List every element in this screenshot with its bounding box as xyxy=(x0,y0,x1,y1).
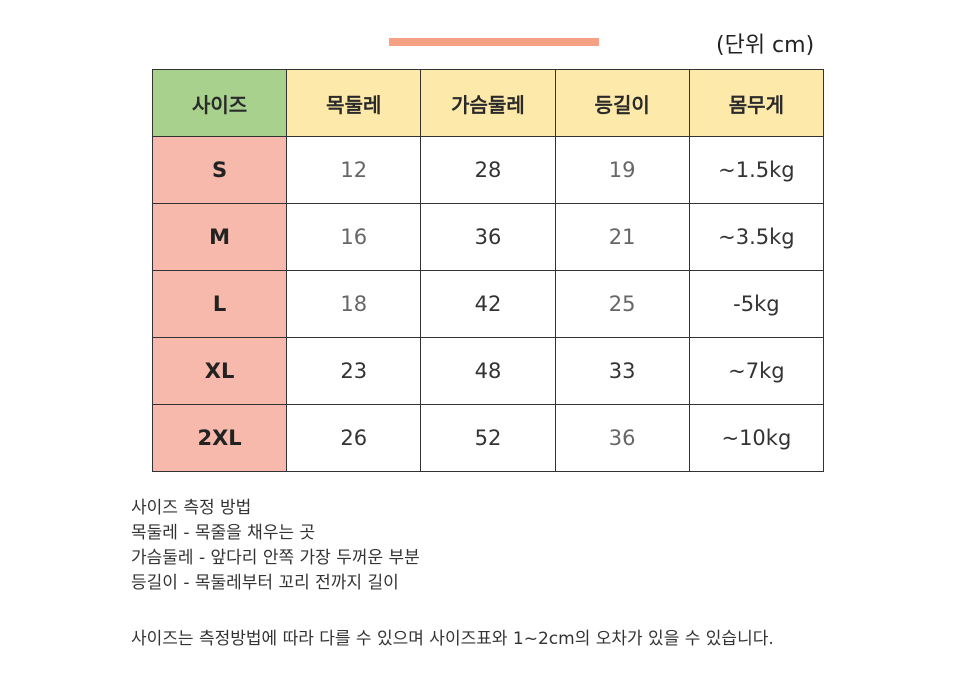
size-cell: M xyxy=(151,203,288,271)
header-chest: 가슴둘레 xyxy=(420,69,556,137)
neck-cell: 26 xyxy=(286,404,422,472)
weight-cell: ~10kg xyxy=(688,404,825,472)
note-back: 등길이 - 목둘레부터 꼬리 전까지 길이 xyxy=(131,573,399,593)
chest-cell: 28 xyxy=(420,136,556,204)
back-cell: 36 xyxy=(554,404,690,472)
note-chest: 가슴둘레 - 앞다리 안쪽 가장 두꺼운 부분 xyxy=(131,548,420,568)
size-cell: S xyxy=(151,136,288,204)
weight-cell: ~7kg xyxy=(688,337,825,405)
notes-title: 사이즈 측정 방법 xyxy=(131,498,252,518)
weight-cell: ~1.5kg xyxy=(688,136,825,204)
neck-cell: 23 xyxy=(286,337,422,405)
header-neck: 목둘레 xyxy=(286,69,422,137)
table-row: 2XL 26 52 36 ~10kg xyxy=(151,404,825,472)
chest-cell: 48 xyxy=(420,337,556,405)
size-cell: XL xyxy=(151,337,288,405)
size-table: 사이즈 목둘레 가슴둘레 등길이 몸무게 S 12 28 19 ~1.5kg M… xyxy=(151,69,825,472)
disclaimer: 사이즈는 측정방법에 따라 다를 수 있으며 사이즈표와 1~2cm의 오차가 … xyxy=(131,629,774,649)
neck-cell: 12 xyxy=(286,136,422,204)
back-cell: 19 xyxy=(554,136,690,204)
back-cell: 25 xyxy=(554,270,690,338)
chest-cell: 52 xyxy=(420,404,556,472)
accent-bar xyxy=(389,38,599,46)
note-neck: 목둘레 - 목줄을 채우는 곳 xyxy=(131,523,316,543)
table-header-row: 사이즈 목둘레 가슴둘레 등길이 몸무게 xyxy=(151,69,825,137)
measurement-notes: 사이즈 측정 방법 목둘레 - 목줄을 채우는 곳 가슴둘레 - 앞다리 안쪽 … xyxy=(131,496,420,596)
chest-cell: 42 xyxy=(420,270,556,338)
neck-cell: 18 xyxy=(286,270,422,338)
weight-cell: ~3.5kg xyxy=(688,203,825,271)
back-cell: 21 xyxy=(554,203,690,271)
size-cell: L xyxy=(151,270,288,338)
size-cell: 2XL xyxy=(151,404,288,472)
neck-cell: 16 xyxy=(286,203,422,271)
header-size: 사이즈 xyxy=(151,69,288,137)
back-cell: 33 xyxy=(554,337,690,405)
table-row: XL 23 48 33 ~7kg xyxy=(151,337,825,405)
table-row: L 18 42 25 -5kg xyxy=(151,270,825,338)
header-weight: 몸무게 xyxy=(688,69,825,137)
table-row: M 16 36 21 ~3.5kg xyxy=(151,203,825,271)
unit-label: (단위 cm) xyxy=(716,33,815,58)
table-row: S 12 28 19 ~1.5kg xyxy=(151,136,825,204)
header-back: 등길이 xyxy=(554,69,690,137)
chest-cell: 36 xyxy=(420,203,556,271)
weight-cell: -5kg xyxy=(688,270,825,338)
